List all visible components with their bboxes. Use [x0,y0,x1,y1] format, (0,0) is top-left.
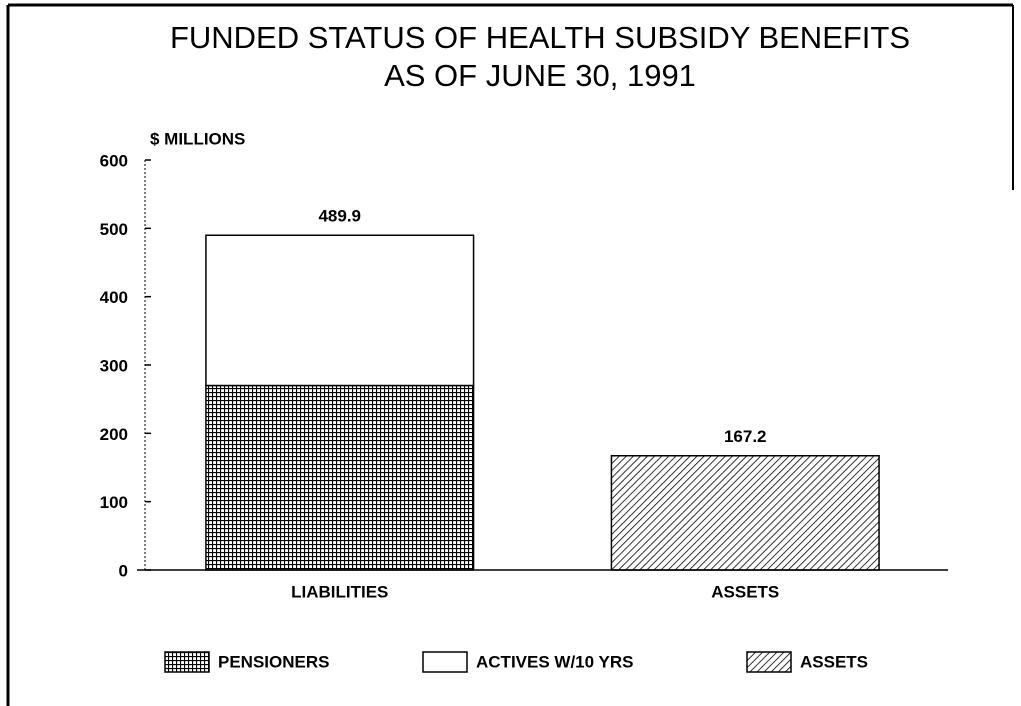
total-label: 489.9 [318,207,361,226]
legend-swatch [746,651,792,673]
y-tick-label: 600 [100,151,128,170]
chart-title: FUNDED STATUS OF HEALTH SUBSIDY BENEFITS [170,20,910,55]
y-tick-label: 100 [100,493,128,512]
legend-label: ACTIVES W/10 YRS [476,652,633,671]
x-tick-label: ASSETS [711,582,779,601]
y-tick-label: 500 [100,220,128,239]
legend-label: ASSETS [800,652,868,671]
x-tick-label: LIABILITIES [291,582,388,601]
legend-swatch [422,651,468,673]
bar-segment [205,234,475,387]
chart-subtitle: AS OF JUNE 30, 1991 [384,58,696,93]
y-tick-label: 0 [119,561,128,580]
y-axis-label: $ MILLIONS [150,129,245,148]
y-tick-label: 400 [100,288,128,307]
bar-segment [205,384,475,571]
y-tick-label: 200 [100,425,128,444]
bar-segment [610,454,880,571]
legend-swatch [164,651,210,673]
legend-label: PENSIONERS [218,652,329,671]
total-label: 167.2 [724,427,767,446]
y-tick-label: 300 [100,356,128,375]
